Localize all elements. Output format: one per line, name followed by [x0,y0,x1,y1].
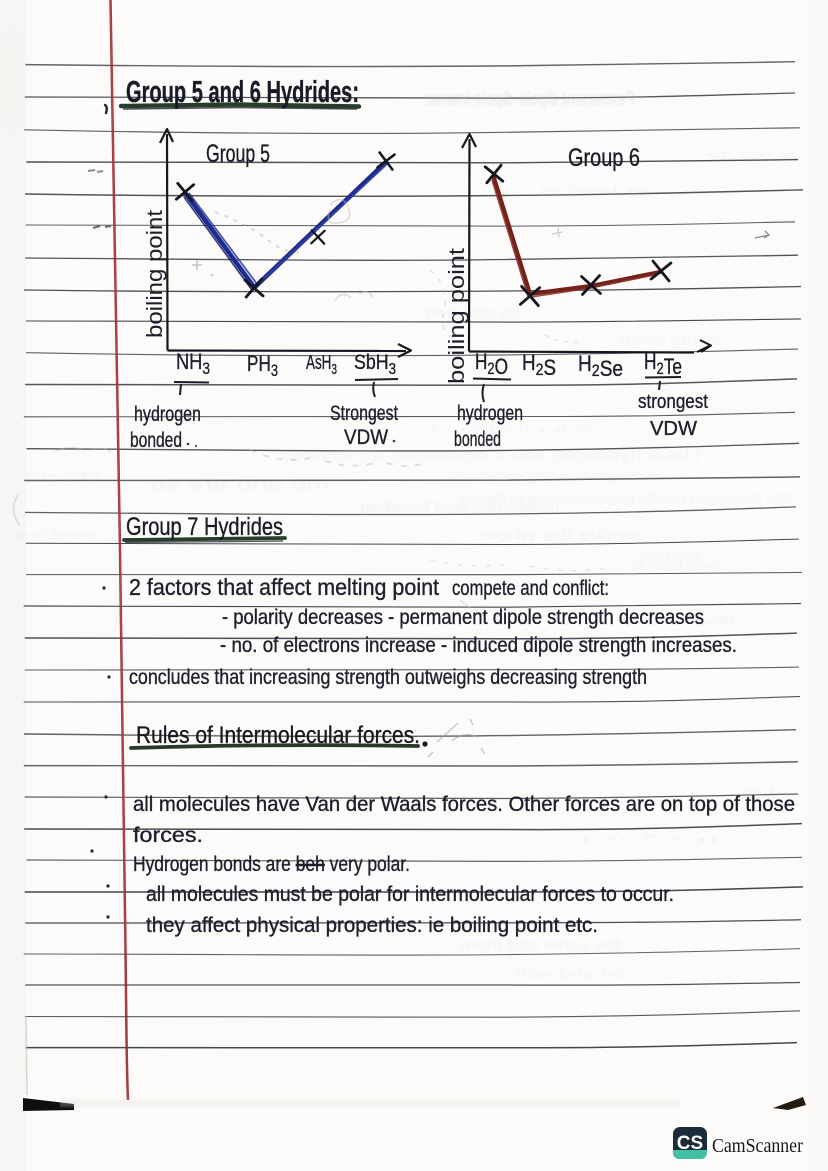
svg-text:compete and conflict:: compete and conflict: [452,577,609,600]
svg-text:or less in: or less in [540,183,650,200]
svg-text:CS: CS [677,1133,703,1154]
svg-text:Permanent dipole-dipole intera: Permanent dipole-dipole interac [425,89,635,110]
svg-text:on and with: on and with [515,965,625,982]
svg-text:CamScanner: CamScanner [712,1135,803,1157]
svg-text:VDW: VDW [344,426,388,449]
svg-text:forces.: forces. [133,824,203,847]
svg-text:at rest me: at rest me [705,147,795,164]
svg-text:warmth: warmth [640,547,701,563]
svg-text:the same and more: the same and more [460,937,620,954]
svg-text:the hydrogen bonds molecules a: the hydrogen bonds molecules are in dipo… [460,490,790,507]
svg-text:hydrogen bonding especially: hydrogen bonding especially [449,468,660,485]
svg-text:strongest: strongest [638,391,708,413]
svg-text:me and are so: me and are so [150,477,330,494]
svg-text:boiling point: boiling point [142,210,167,338]
svg-text:Group 5: Group 5 [206,140,270,168]
svg-text:as one sad: as one sad [425,303,520,322]
svg-text:who and: who and [25,469,101,486]
svg-text:molecules and bonding: molecules and bonding [360,499,560,516]
svg-text:Rules of Intermolecular forces: Rules of Intermolecular forces. [136,722,420,749]
svg-text:Group 7 Hydrides: Group 7 Hydrides [126,513,283,541]
svg-text:Group 5 and 6 Hydrides:: Group 5 and 6 Hydrides: [126,74,359,109]
svg-text:also: also [695,612,735,629]
svg-text:i beat hydrogen and it decreas: i beat hydrogen and it decreases as sour… [280,447,700,464]
svg-text:hydrogen: hydrogen [457,402,523,425]
svg-text:concludes that increasing stre: concludes that increasing strength outwe… [129,666,647,689]
svg-text:- polarity decreases - permane: - polarity decreases - permanent dipole … [222,606,704,629]
svg-text:VDW: VDW [650,418,697,440]
svg-text:AsH3: AsH3 [306,352,337,378]
svg-text:hydrogen: hydrogen [134,403,201,426]
svg-text:bonded: bonded [130,429,182,452]
svg-text:Hydro when: Hydro when [620,330,720,349]
svg-text:boiling point: boiling point [444,248,469,384]
svg-text:SbH3: SbH3 [354,351,396,378]
svg-text:similar the whole: similar the whole [480,527,640,544]
svg-text:, .. - . ,,: , .. - . ,, [580,827,720,843]
svg-text:all molecules must be polar fo: all molecules must be polar for intermol… [146,883,674,906]
svg-text:of th: of th [740,787,790,804]
svg-text:Strongest: Strongest [330,402,398,425]
svg-text:bonded: bonded [454,428,501,451]
svg-text:Group 6: Group 6 [568,144,640,172]
svg-text:all molecules have Van der Waa: all molecules have Van der Waals forces.… [133,793,795,816]
svg-text:2 factors that affect melting: 2 factors that affect melting point [129,574,440,600]
svg-text:and bonds: and bonds [630,557,720,574]
svg-text:they affect physical propertie: they affect physical properties: ie boil… [146,914,598,937]
svg-text:- no. of electrons increase -: - no. of electrons increase - induced di… [220,634,737,657]
svg-text:. . , ... . .. , ,. ..: . . , ... . .. , ,. .. [430,417,590,434]
svg-text:Hydrogen bonds are beh very po: Hydrogen bonds are beh very polar. [133,853,410,876]
svg-text:small one: small one [15,527,95,543]
